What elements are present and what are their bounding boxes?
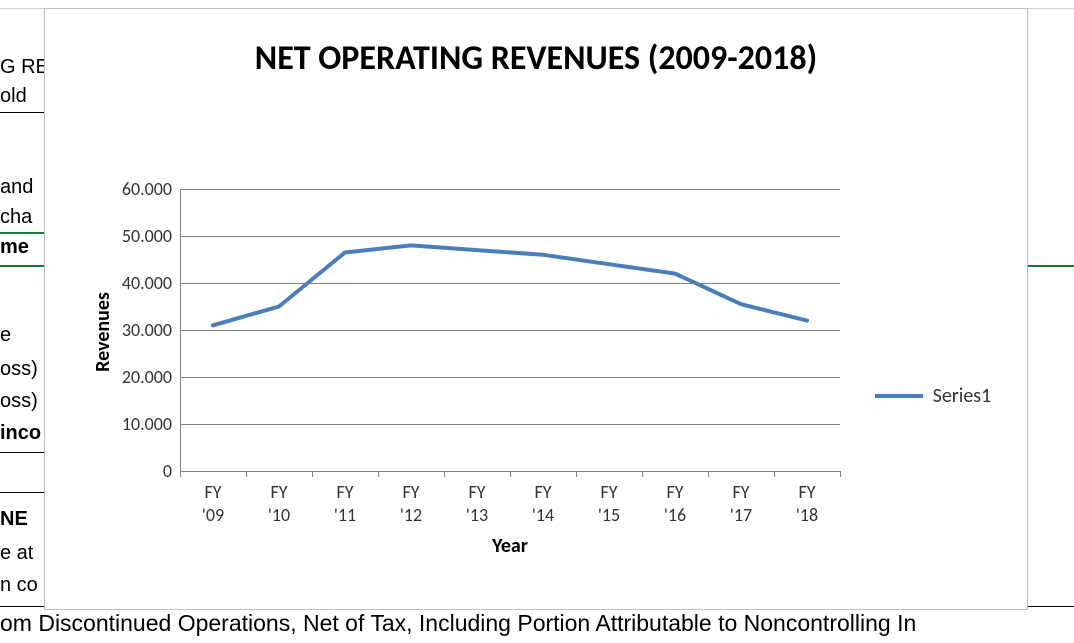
- x-tick-mark: [576, 471, 577, 477]
- x-axis-title: Year: [180, 534, 840, 558]
- bg-cell-fragment: inco: [0, 422, 41, 445]
- x-tick-label: FY'14: [510, 481, 576, 526]
- y-tick-label: 60.000: [122, 178, 172, 200]
- x-tick-mark: [444, 471, 445, 477]
- bg-gridline: [0, 265, 44, 267]
- x-tick-label: FY'10: [246, 481, 312, 526]
- chart-title: NET OPERATING REVENUES (2009-2018): [45, 39, 1027, 78]
- y-axis-line: [180, 189, 181, 471]
- bg-cell-fragment: n co: [0, 574, 38, 597]
- x-tick-mark: [180, 471, 181, 477]
- y-tick-label: 0: [163, 460, 172, 482]
- bg-cell-fragment: G RE: [0, 56, 49, 79]
- x-tick-label: FY'16: [642, 481, 708, 526]
- gridline-h: [180, 236, 840, 237]
- y-axis-title: Revenues: [91, 292, 115, 372]
- x-tick-mark: [642, 471, 643, 477]
- x-tick-mark: [510, 471, 511, 477]
- gridline-h: [180, 424, 840, 425]
- bg-gridline: [0, 232, 44, 234]
- y-tick-label: 10.000: [122, 413, 172, 435]
- bg-cell-fragment: NE: [0, 508, 28, 531]
- legend-swatch: [875, 394, 923, 398]
- bg-cell-fragment: oss): [0, 390, 38, 413]
- bg-gridline: [0, 452, 44, 453]
- gridline-h: [180, 377, 840, 378]
- chart-container: NET OPERATING REVENUES (2009-2018) 0 10.0…: [44, 8, 1028, 610]
- bg-gridline: [0, 492, 44, 493]
- gridline-h: [180, 283, 840, 284]
- bg-bottom-text: om Discontinued Operations, Net of Tax, …: [0, 610, 916, 637]
- bg-gridline: [1026, 265, 1074, 267]
- bg-cell-fragment: oss): [0, 358, 38, 381]
- y-tick-label: 50.000: [122, 225, 172, 247]
- bg-cell-fragment: e at: [0, 542, 33, 565]
- bg-cell-fragment: cha: [0, 206, 32, 229]
- bg-gridline: [0, 112, 44, 113]
- x-tick-mark: [312, 471, 313, 477]
- x-tick-mark: [246, 471, 247, 477]
- x-tick-label: FY'13: [444, 481, 510, 526]
- bg-cell-fragment: e: [0, 324, 11, 347]
- x-tick-label: FY'12: [378, 481, 444, 526]
- chart-legend: Series1: [875, 384, 991, 408]
- x-tick-label: FY'11: [312, 481, 378, 526]
- y-tick-label: 40.000: [122, 272, 172, 294]
- bg-cell-fragment: and: [0, 176, 33, 199]
- bg-cell-fragment: me: [0, 236, 29, 259]
- x-tick-label: FY'09: [180, 481, 246, 526]
- gridline-h: [180, 189, 840, 190]
- bg-cell-fragment: old: [0, 85, 27, 108]
- x-tick-mark: [378, 471, 379, 477]
- legend-label: Series1: [933, 384, 992, 408]
- x-tick-mark: [708, 471, 709, 477]
- x-tick-label: FY'18: [774, 481, 840, 526]
- x-tick-mark: [774, 471, 775, 477]
- x-tick-label: FY'17: [708, 481, 774, 526]
- x-tick-label: FY'15: [576, 481, 642, 526]
- gridline-h: [180, 330, 840, 331]
- series-line: [213, 245, 807, 325]
- y-tick-label: 20.000: [122, 366, 172, 388]
- plot-area: [180, 189, 840, 471]
- x-tick-mark: [840, 471, 841, 477]
- y-tick-label: 30.000: [122, 319, 172, 341]
